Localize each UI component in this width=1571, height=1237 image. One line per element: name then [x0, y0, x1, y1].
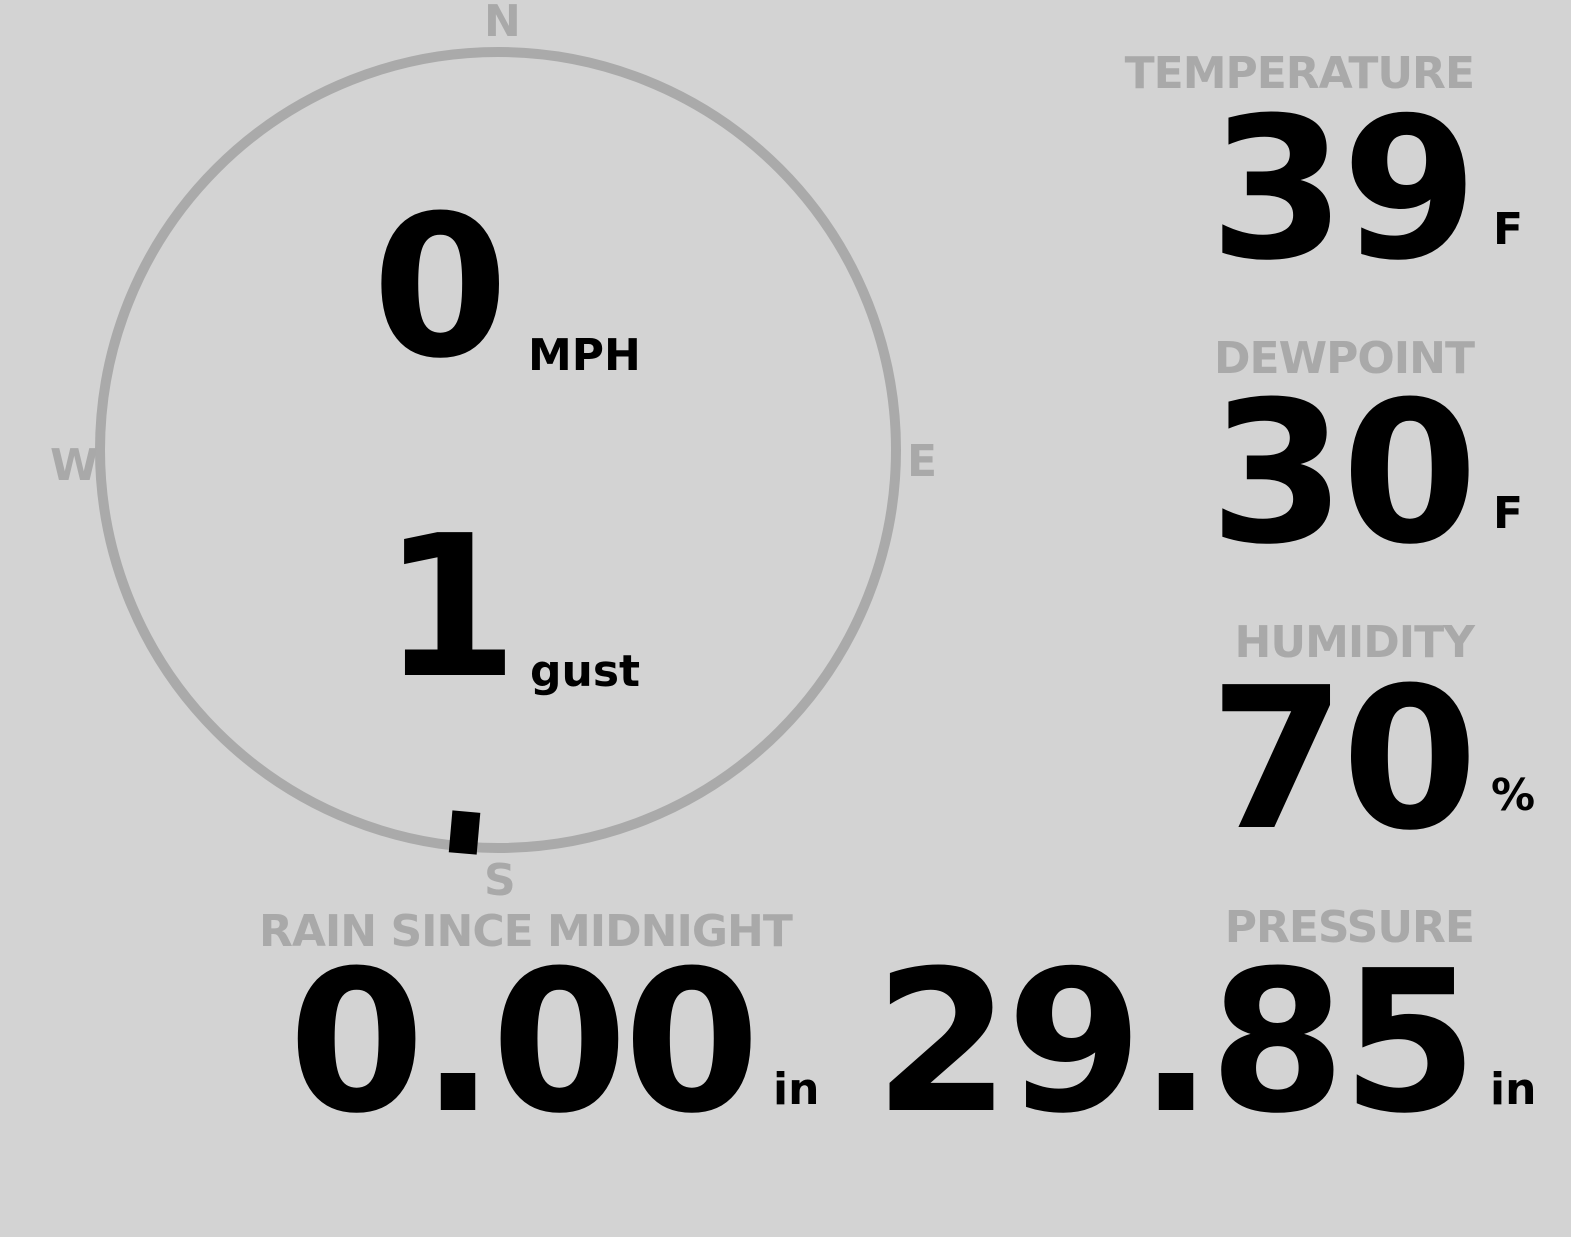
wind-gust-value: 1 — [382, 494, 518, 722]
pressure-unit: in — [1490, 1064, 1537, 1115]
dewpoint-label: DEWPOINT — [1214, 333, 1475, 384]
temperature-value: 39 — [1209, 76, 1478, 304]
humidity-unit: % — [1491, 770, 1536, 821]
temperature-label: TEMPERATURE — [1124, 48, 1475, 99]
pressure-value: 29.85 — [874, 929, 1478, 1157]
compass-west: W — [50, 440, 99, 491]
compass-north: N — [484, 0, 521, 47]
wind-direction-marker — [448, 810, 481, 855]
wind-compass — [95, 47, 901, 855]
humidity-value: 70 — [1209, 646, 1478, 874]
humidity-label: HUMIDITY — [1234, 617, 1475, 668]
rain-value: 0.00 — [288, 929, 760, 1157]
compass-south: S — [484, 855, 516, 906]
compass-east: E — [907, 436, 938, 487]
temperature-unit: F — [1493, 204, 1524, 255]
pressure-label: PRESSURE — [1224, 902, 1475, 953]
dewpoint-value: 30 — [1209, 360, 1478, 588]
rain-unit: in — [773, 1064, 820, 1115]
wind-gust-unit: gust — [530, 646, 641, 697]
wind-speed-value: 0 — [372, 174, 508, 402]
dewpoint-unit: F — [1493, 488, 1524, 539]
rain-label: RAIN SINCE MIDNIGHT — [259, 906, 793, 957]
compass-ring — [95, 47, 901, 853]
wind-speed-unit: MPH — [528, 330, 641, 381]
